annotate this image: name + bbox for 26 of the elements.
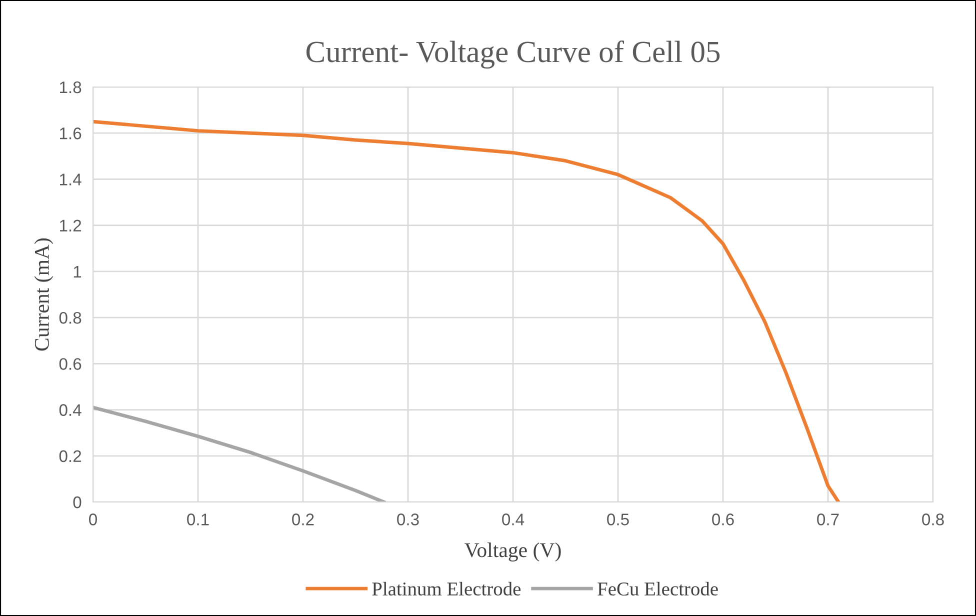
line-series: [93, 406, 386, 502]
x-tick-label: 0.1: [187, 514, 209, 526]
y-tick-label: 0.4: [59, 404, 82, 416]
y-axis-title: Current (mA): [34, 238, 54, 351]
y-tick-label: 0: [73, 496, 82, 508]
line-series: [93, 120, 840, 502]
legend-label: Platinum Electrode: [372, 582, 521, 596]
y-tick-label: 1.8: [60, 81, 82, 94]
x-tick-label: 0.4: [502, 514, 524, 526]
y-tick-label: 0.6: [59, 358, 82, 370]
x-tick-label: 0.3: [397, 514, 419, 526]
x-tick-label: 0.8: [922, 514, 944, 526]
y-tick-label: 0.2: [59, 450, 82, 462]
x-tick-label: 0.6: [712, 514, 734, 526]
x-tick-label: 0: [89, 514, 97, 526]
x-tick-label: 0.5: [607, 514, 629, 526]
y-tick-label: 1.4: [60, 174, 82, 186]
x-tick-label: 0.7: [817, 514, 839, 526]
chart-title: Current- Voltage Curve of Cell 05: [306, 40, 720, 69]
legend-label: FeCu Electrode: [598, 582, 718, 596]
x-axis-title: Voltage (V): [464, 542, 561, 562]
y-tick-label: 1.2: [60, 220, 82, 232]
y-tick-label: 1.6: [60, 128, 82, 140]
y-tick-label: 1: [74, 266, 82, 278]
x-tick-label: 0.2: [292, 514, 314, 526]
y-tick-label: 0.8: [59, 312, 82, 324]
